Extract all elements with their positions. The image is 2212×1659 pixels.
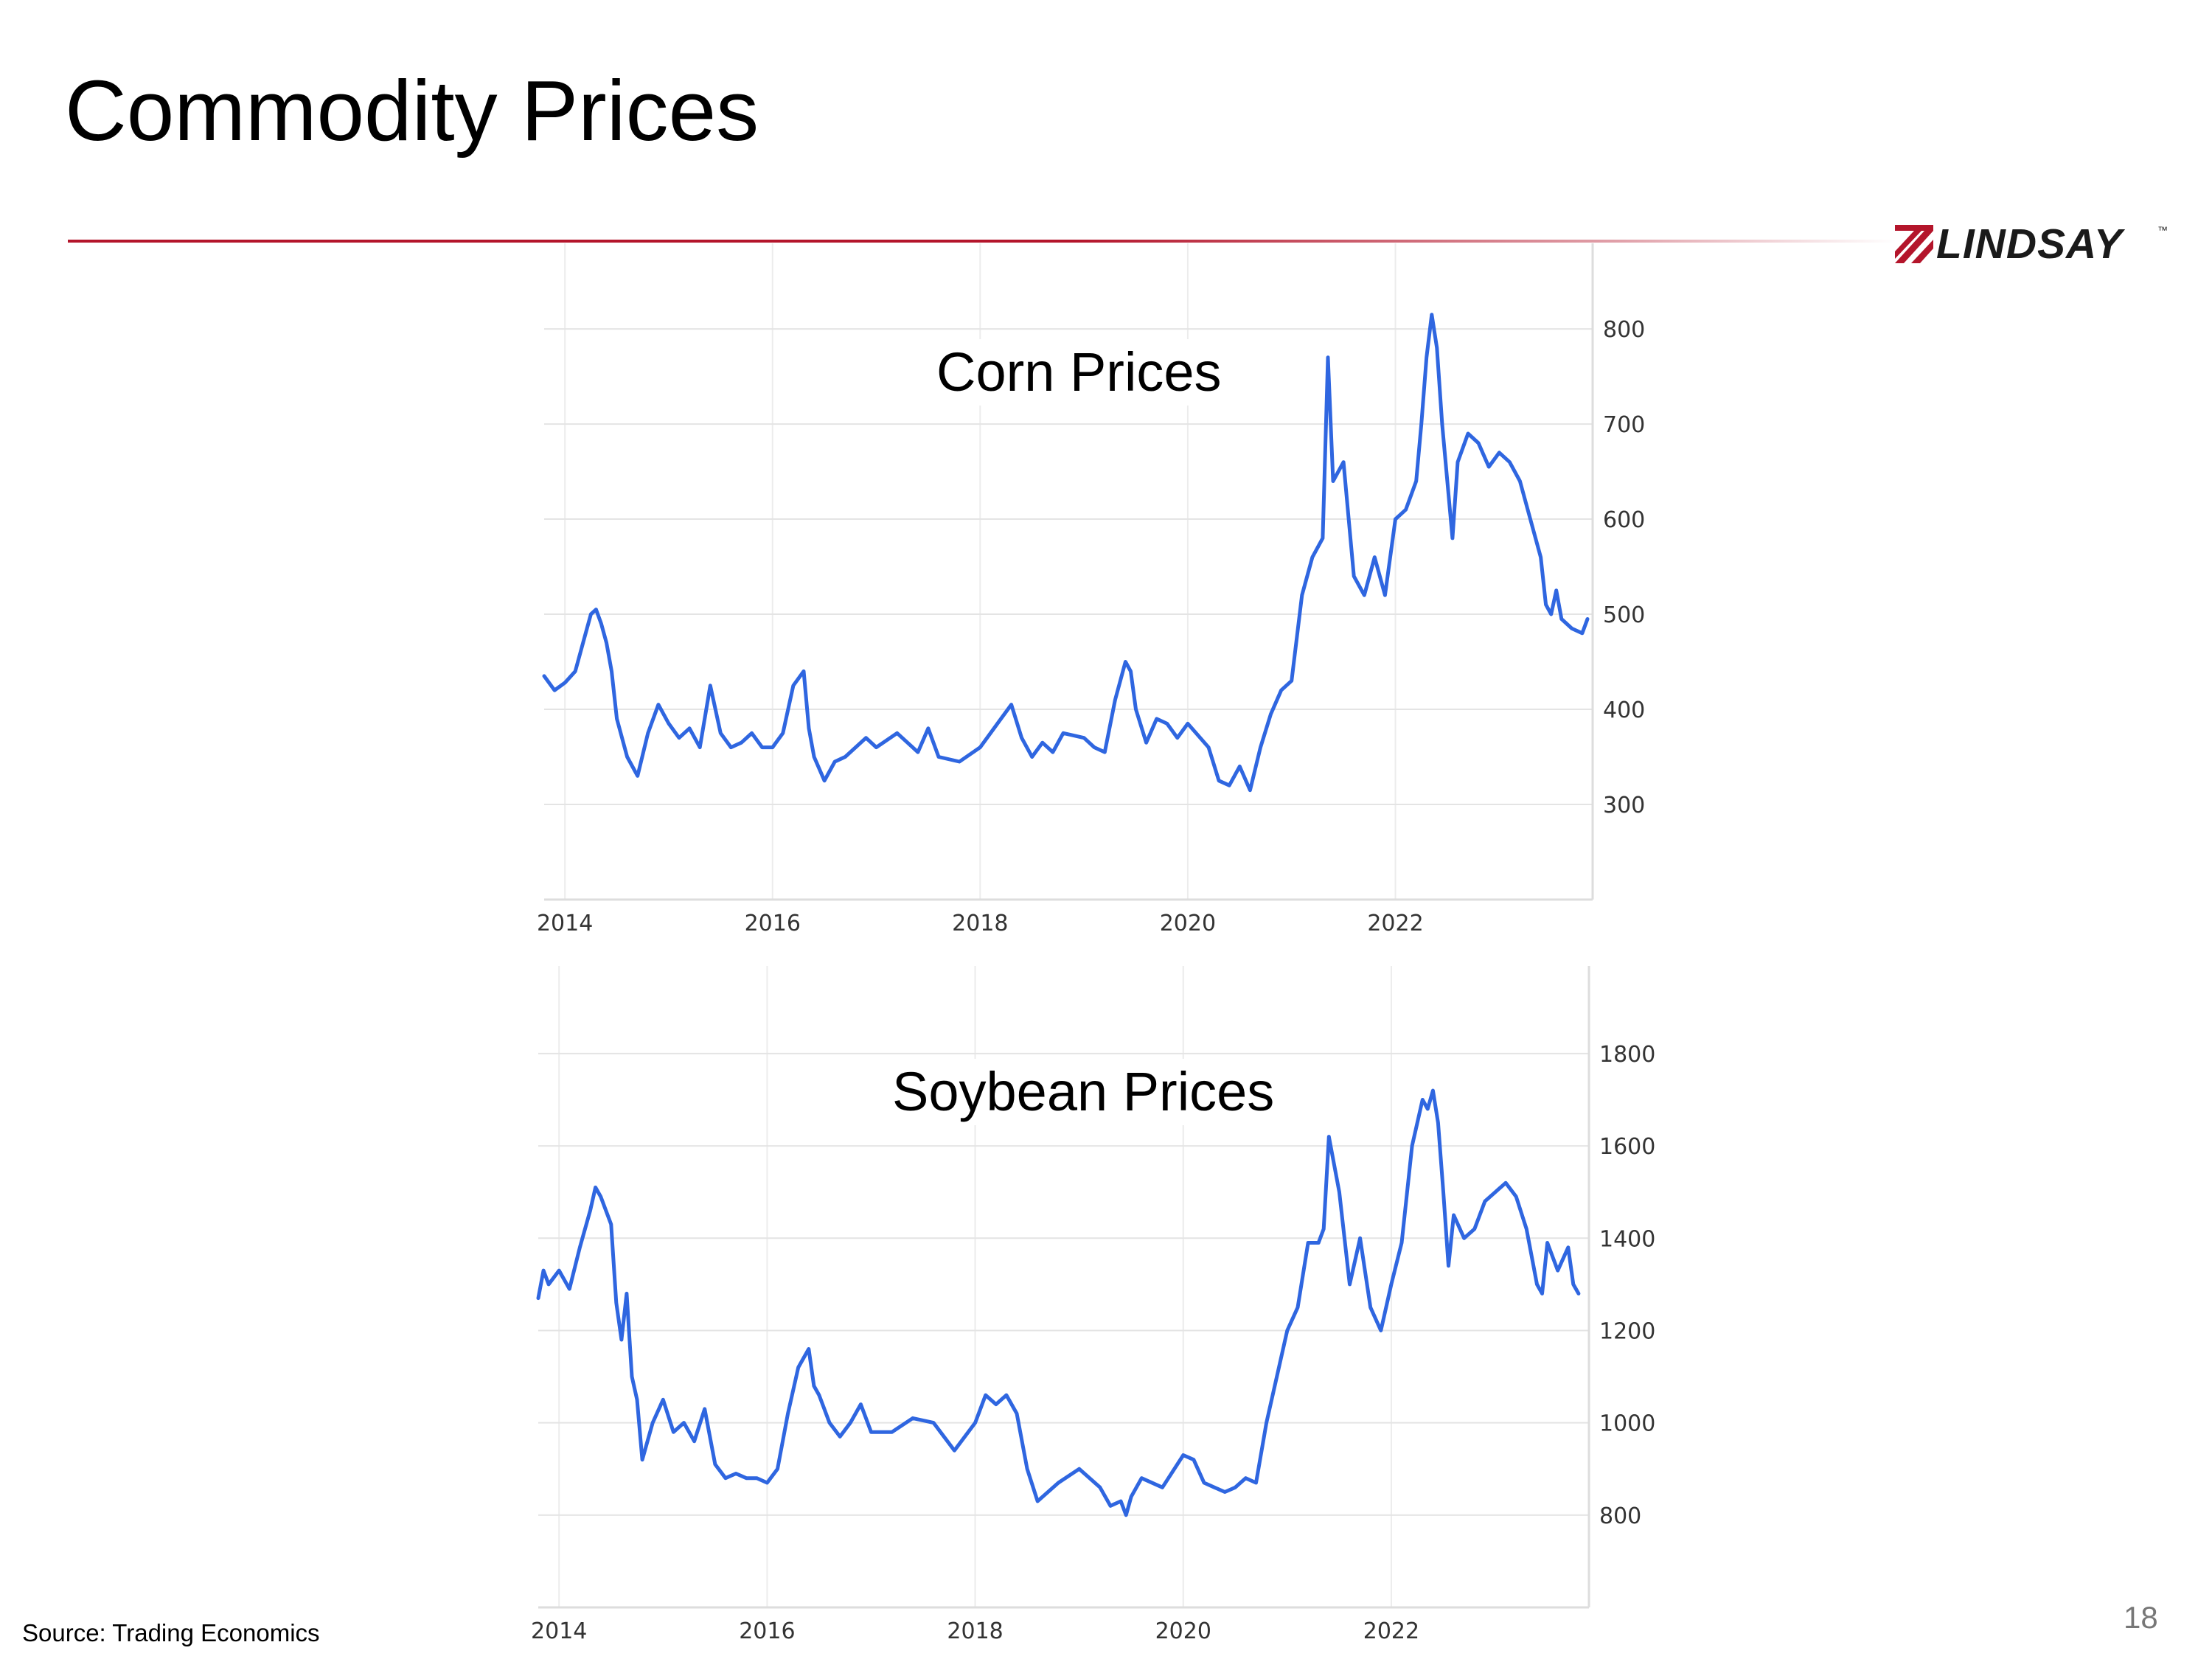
logo-trademark: ™ bbox=[2157, 224, 2168, 236]
corn-price-line bbox=[542, 313, 1590, 793]
logo-stripes-icon bbox=[1895, 225, 1933, 263]
soybean-chart-title: Soybean Prices bbox=[863, 1059, 1304, 1125]
corn-price-chart: 300 400 500 600 700 800 2014 2016 2018 2020 2022 C… bbox=[516, 243, 1696, 951]
soybean-x-tick-label: 2014 bbox=[531, 1618, 587, 1644]
corn-x-tick-label: 2022 bbox=[1367, 911, 1423, 936]
title-divider bbox=[68, 240, 1896, 243]
soybean-price-line bbox=[536, 1088, 1581, 1517]
corn-y-tick-label: 400 bbox=[1603, 698, 1645, 723]
page-number: 18 bbox=[2124, 1600, 2158, 1635]
corn-y-tick-label: 700 bbox=[1603, 412, 1645, 438]
soybean-y-tick-label: 1000 bbox=[1599, 1411, 1655, 1437]
soybean-x-tick-label: 2018 bbox=[947, 1618, 1003, 1644]
soybean-y-tick-label: 1800 bbox=[1599, 1042, 1655, 1068]
slide-title: Commodity Prices bbox=[65, 63, 759, 159]
logo-wordmark: LINDSAY bbox=[1936, 220, 2123, 268]
corn-chart-title: Corn Prices bbox=[907, 339, 1251, 406]
lindsay-logo: LINDSAY ™ bbox=[1895, 221, 2168, 267]
corn-x-tick-label: 2016 bbox=[745, 911, 801, 936]
corn-y-tick-label: 600 bbox=[1603, 507, 1645, 533]
corn-x-tick-label: 2020 bbox=[1160, 911, 1216, 936]
corn-y-tick-label: 800 bbox=[1603, 317, 1645, 343]
soybean-x-tick-label: 2016 bbox=[739, 1618, 795, 1644]
corn-y-tick-label: 500 bbox=[1603, 602, 1645, 628]
soybean-x-tick-label: 2022 bbox=[1363, 1618, 1419, 1644]
soybean-chart-svg: 800 1000 1200 1400 1600 1800 2014 2016 2018 2020 2… bbox=[531, 966, 1655, 1644]
soybean-y-tick-label: 1200 bbox=[1599, 1318, 1655, 1344]
soybean-x-tick-label: 2020 bbox=[1155, 1618, 1211, 1644]
soybean-y-tick-label: 1600 bbox=[1599, 1134, 1655, 1160]
soybean-y-tick-label: 1400 bbox=[1599, 1226, 1655, 1252]
source-note: Source: Trading Economics bbox=[22, 1619, 320, 1646]
soybean-price-chart: 800 1000 1200 1400 1600 1800 2014 2016 2018 2020 2… bbox=[516, 959, 1696, 1659]
corn-x-tick-label: 2018 bbox=[952, 911, 1008, 936]
corn-y-tick-label: 300 bbox=[1603, 793, 1645, 818]
soybean-y-tick-label: 800 bbox=[1599, 1503, 1641, 1529]
corn-x-tick-label: 2014 bbox=[537, 911, 593, 936]
